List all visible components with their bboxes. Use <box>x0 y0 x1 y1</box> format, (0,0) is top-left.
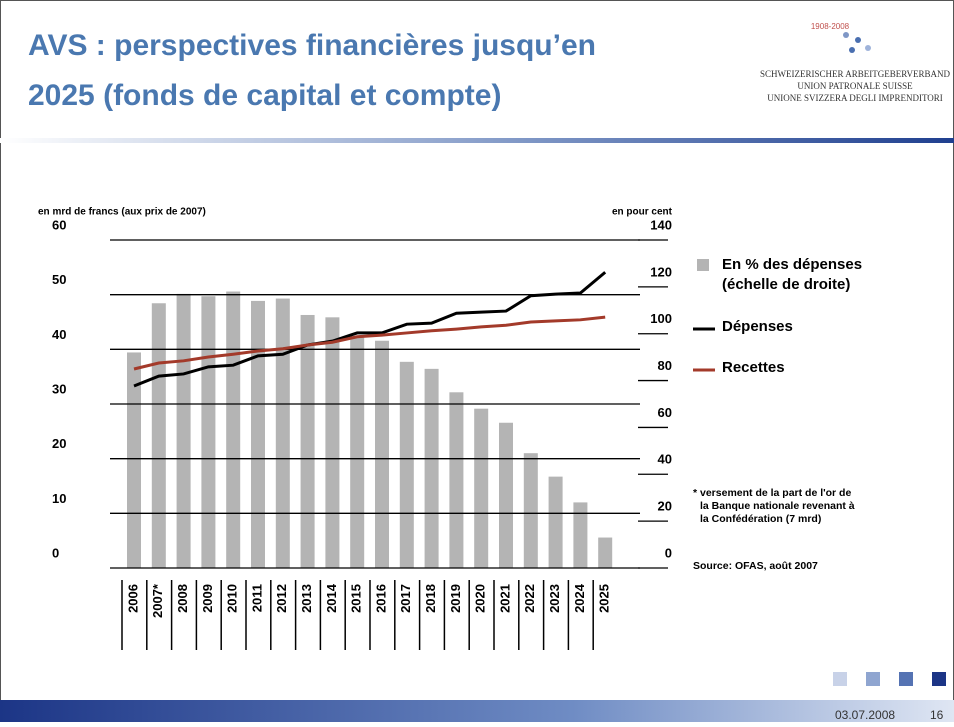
logo: 1908-2008 SCHWEIZERISCHER ARBEITGEBERVER… <box>760 22 951 103</box>
footer-band <box>0 700 954 722</box>
x-tick-label: 2008 <box>175 584 190 613</box>
x-tick-label: 2006 <box>125 584 140 613</box>
bar <box>375 340 389 568</box>
footer-page: 16 <box>930 708 944 722</box>
bar <box>201 296 216 568</box>
y2-tick-label: 60 <box>658 405 672 420</box>
title-line: AVS : perspectives financières jusqu’en <box>28 29 596 62</box>
bar <box>275 298 290 568</box>
logo-text: UNIONE SVIZZERA DEGLI IMPRENDITORI <box>767 93 943 103</box>
logo-text: UNION PATRONALE SUISSE <box>797 81 913 91</box>
y2-tick-label: 140 <box>650 217 672 232</box>
x-tick-label: 2020 <box>473 584 488 613</box>
bar <box>573 502 588 568</box>
legend-label-part: (échelle de droite) <box>722 276 850 293</box>
bar <box>548 476 563 568</box>
y2-tick-label: 20 <box>658 499 672 514</box>
x-tick-label: 2014 <box>324 583 339 613</box>
bar <box>474 408 489 568</box>
line-series <box>133 315 606 371</box>
x-tick-label: 2021 <box>497 584 512 613</box>
bar <box>325 317 340 568</box>
bar <box>251 300 265 568</box>
legend-label: En % des dépenses (échelle de droite) <box>722 256 862 293</box>
footnote: la Banque nationale revenant à <box>700 500 855 512</box>
x-tick-label: 2009 <box>200 584 215 613</box>
bar <box>127 352 141 568</box>
bar <box>449 392 464 568</box>
header-band <box>0 138 954 143</box>
x-tick-label: 2016 <box>373 584 388 613</box>
title-line: 2025 (fonds de capital et compte) <box>28 79 501 112</box>
bar <box>424 368 439 568</box>
bar <box>350 336 365 568</box>
y-tick-label: 0 <box>52 545 59 560</box>
logo-dot <box>843 32 849 38</box>
logo-text: SCHWEIZERISCHER ARBEITGEBERVERBAND <box>760 69 951 79</box>
x-tick-label: 2019 <box>448 584 463 613</box>
x-tick-label: 2018 <box>423 584 438 613</box>
line-series <box>133 271 607 388</box>
logo-dot <box>855 37 861 43</box>
y-tick-label: 50 <box>52 272 66 287</box>
deco-square <box>899 672 913 686</box>
bar <box>598 537 613 568</box>
y2-tick-label: 40 <box>658 452 672 467</box>
bar <box>300 314 315 568</box>
x-tick-label: 2025 <box>597 584 612 613</box>
chart: en mrd de francs (aux prix de 2007) en po… <box>38 207 862 650</box>
bar <box>176 293 191 568</box>
y2-tick-label: 80 <box>658 358 672 373</box>
x-tick-label: 2007* <box>150 583 165 618</box>
y-tick-label: 60 <box>52 217 66 232</box>
x-tick-label: 2017 <box>398 584 413 613</box>
y2-tick-label: 120 <box>650 264 672 279</box>
legend-label: Recettes <box>722 359 785 376</box>
logo-dot <box>849 47 855 53</box>
x-tick-label: 2022 <box>522 584 537 613</box>
logo-years: 1908-2008 <box>811 22 850 31</box>
deco-square <box>866 672 880 686</box>
bar <box>523 453 538 568</box>
x-tick-label: 2012 <box>274 584 289 613</box>
y-axis-label: en mrd de francs (aux prix de 2007) <box>38 207 206 218</box>
legend-label-part: En % des dépenses <box>722 256 862 273</box>
y-tick-label: 20 <box>52 436 66 451</box>
y-tick-label: 30 <box>52 381 66 396</box>
x-tick-label: 2010 <box>225 584 240 613</box>
bar <box>399 361 414 568</box>
y-tick-label: 40 <box>52 327 66 342</box>
legend-swatch <box>697 259 709 271</box>
legend-label: Dépenses <box>722 318 793 335</box>
deco-square <box>932 672 946 686</box>
bar <box>499 422 513 568</box>
y2-tick-label: 0 <box>665 545 672 560</box>
footnote: * versement de la part de l'or de <box>693 487 851 499</box>
footer-date: 03.07.2008 <box>835 708 895 722</box>
x-tick-label: 2011 <box>249 584 264 612</box>
deco-square <box>833 672 847 686</box>
y-tick-label: 10 <box>52 491 66 506</box>
bar <box>151 303 166 568</box>
x-tick-label: 2015 <box>349 584 364 613</box>
x-tick-label: 2013 <box>299 584 314 613</box>
logo-dot <box>865 45 871 51</box>
source: Source: OFAS, août 2007 <box>693 560 818 572</box>
bar <box>226 291 241 568</box>
x-tick-label: 2024 <box>572 583 587 613</box>
x-tick-label: 2023 <box>547 584 562 613</box>
y2-axis-label: en pour cent <box>612 207 673 218</box>
y2-tick-label: 100 <box>650 311 672 326</box>
footnote: la Confédération (7 mrd) <box>700 513 821 525</box>
